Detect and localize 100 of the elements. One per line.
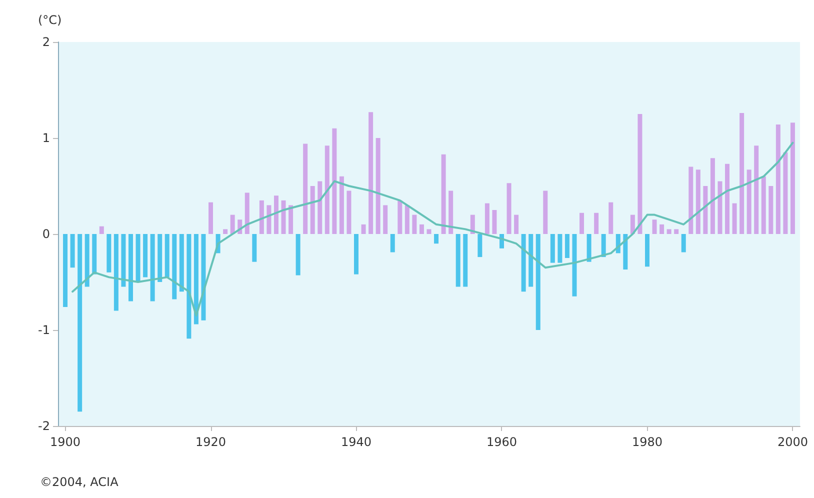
bar [543,190,548,234]
bar [354,234,359,274]
x-tick-label: 1940 [340,435,372,449]
bar [790,122,795,234]
bar [754,146,759,234]
bar [601,234,606,258]
bar [339,176,344,234]
bar [776,124,780,234]
bar [99,226,104,234]
bar [623,234,628,270]
bar [143,234,148,278]
bar [252,234,257,262]
bar [572,234,577,296]
bar [448,190,454,234]
bar [114,234,118,311]
bar [740,113,744,234]
bar [412,214,417,234]
bar [783,152,788,234]
bar [732,203,737,234]
bar [296,234,300,276]
bar [484,203,490,234]
bar [230,214,235,234]
y-axis-title: (°C) [38,13,62,27]
bar [63,234,68,307]
bar [404,205,410,234]
bar [630,214,635,234]
bar [361,224,366,234]
bar [644,234,650,267]
y-tick-label: 2 [42,35,50,49]
x-tick-label: 2000 [777,435,808,449]
bar [332,128,337,234]
bar [266,205,272,234]
bar [324,146,330,234]
bar [434,234,439,244]
bar [426,229,432,234]
bar [186,234,192,339]
x-tick-label: 1920 [195,435,226,449]
bar [84,234,90,287]
bar [274,196,278,234]
bar [158,234,162,282]
bar [514,214,519,234]
bar [506,183,512,234]
bar [725,164,730,234]
bar [441,154,446,234]
bar [244,192,250,234]
bar [303,144,308,234]
bar [288,205,294,234]
bar [638,114,642,234]
bar [768,186,774,234]
bar [652,220,657,234]
bar [376,138,380,234]
bar [92,234,97,274]
line-series [72,142,794,317]
bar [746,170,752,234]
bar [688,166,694,234]
y-tick-label: -1 [38,323,50,337]
bar [78,234,82,412]
bar [594,212,599,234]
bar [318,181,322,234]
bar [164,234,170,278]
x-tick-label: 1960 [486,435,518,449]
bar [681,234,686,252]
bar [390,234,395,252]
bar [70,234,75,268]
bar [179,234,184,292]
bar [536,234,540,330]
bar [558,234,562,263]
y-tick-label: 0 [42,227,50,241]
bar [528,234,534,287]
bar [136,234,140,282]
bar [398,200,402,234]
bar [660,224,664,234]
bar [478,234,482,258]
bar [710,158,715,234]
bar [564,234,570,258]
bar [463,234,468,287]
bar [666,229,672,234]
bar [580,212,584,234]
y-tick-label: 1 [42,131,50,145]
bar [172,234,177,300]
bar [703,186,708,234]
bar [128,234,133,302]
x-tick-label: 1900 [50,435,81,449]
bar [608,202,614,234]
bar [383,205,388,234]
bar [281,200,286,234]
bar [761,176,766,234]
bar [492,210,497,234]
bar [419,224,424,234]
bar [696,170,700,234]
bar [194,234,198,324]
text: ©2004, ACIA [40,475,120,489]
bar [259,200,264,234]
bar [121,234,126,287]
bar [521,234,526,292]
bar [368,112,374,234]
bar [586,234,592,262]
bar [550,234,555,263]
x-tick-label: 1980 [632,435,663,449]
bar [456,234,460,287]
